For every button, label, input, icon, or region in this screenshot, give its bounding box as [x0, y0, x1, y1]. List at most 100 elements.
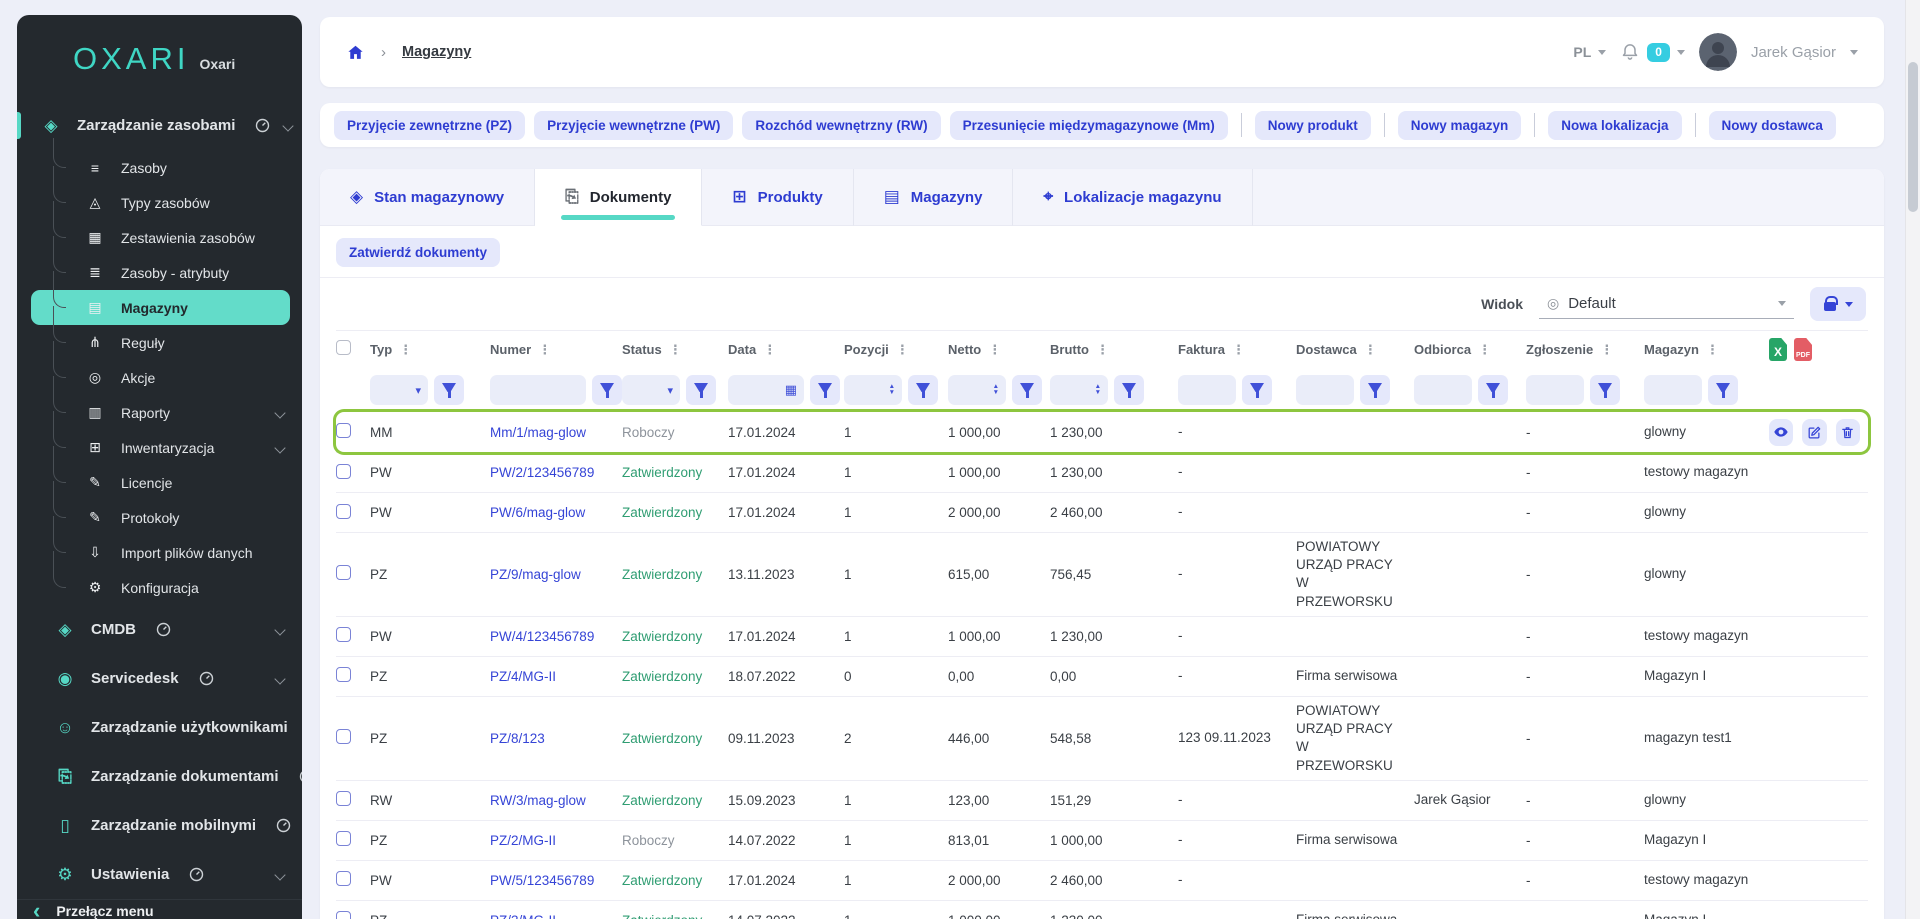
table-row[interactable]: PW PW/6/mag-glow Zatwierdzony 17.01.2024…	[336, 492, 1868, 532]
column-menu-icon[interactable]	[763, 342, 775, 358]
create-button[interactable]: Nowa lokalizacja	[1548, 110, 1682, 140]
table-row[interactable]: RW RW/3/mag-glow Zatwierdzony 15.09.2023…	[336, 779, 1868, 820]
cell-numer-link[interactable]: PZ/8/123	[490, 730, 545, 746]
filter-input[interactable]	[1526, 375, 1584, 405]
column-header[interactable]: Brutto	[1050, 342, 1178, 358]
sidebar-item[interactable]: ◈ CMDB	[31, 605, 292, 654]
table-row[interactable]: PW PW/5/123456789 Zatwierdzony 17.01.202…	[336, 859, 1868, 900]
filter-funnel-icon[interactable]	[1590, 375, 1620, 405]
create-button[interactable]: Nowy dostawca	[1708, 110, 1836, 140]
tab[interactable]: ⊞ Produkty	[702, 169, 854, 226]
sidebar-item[interactable]: ◉ Servicedesk	[31, 654, 292, 703]
row-checkbox[interactable]	[336, 871, 351, 887]
sidebar-item[interactable]: ▥ Raporty	[31, 383, 292, 433]
sidebar-item[interactable]: ≡ Zasoby	[31, 138, 292, 188]
column-menu-icon[interactable]	[1364, 342, 1376, 358]
document-type-button[interactable]: Przesunięcie międzymagazynowe (Mm)	[949, 110, 1228, 140]
sidebar-item[interactable]: ▤ Magazyny	[31, 278, 290, 328]
column-header[interactable]: Magazyn	[1644, 342, 1769, 358]
table-row[interactable]: PW PW/4/123456789 Zatwierdzony 17.01.202…	[336, 615, 1868, 656]
row-checkbox[interactable]	[336, 911, 351, 919]
column-menu-icon[interactable]	[1600, 342, 1612, 358]
view-select[interactable]: ◎ Default	[1539, 290, 1794, 319]
column-header[interactable]: Pozycji	[844, 342, 948, 358]
sidebar-item[interactable]: ⇩ Import plików danych	[31, 523, 292, 573]
notifications[interactable]: 0	[1620, 42, 1685, 62]
row-checkbox[interactable]	[336, 791, 351, 807]
table-row[interactable]: MM Mm/1/mag-glow Roboczy 17.01.2024 1 1 …	[336, 412, 1868, 452]
column-menu-icon[interactable]	[1096, 342, 1108, 358]
sidebar-item[interactable]: ◬ Typy zasobów	[31, 173, 292, 223]
filter-funnel-icon[interactable]	[908, 375, 938, 405]
sidebar-item[interactable]: ◈ Zarządzanie zasobami	[17, 101, 295, 150]
delete-row-button[interactable]	[1835, 418, 1860, 446]
export-excel-icon[interactable]: X	[1769, 338, 1787, 361]
filter-input[interactable]	[622, 375, 680, 405]
cell-numer-link[interactable]: PW/2/123456789	[490, 465, 595, 480]
row-checkbox[interactable]	[336, 503, 351, 519]
filter-funnel-icon[interactable]	[1242, 375, 1272, 405]
filter-input[interactable]	[1178, 375, 1236, 405]
avatar[interactable]	[1698, 33, 1737, 71]
user-name[interactable]: Jarek Gąsior	[1750, 43, 1836, 61]
table-row[interactable]: PZ PZ/9/mag-glow Zatwierdzony 13.11.2023…	[336, 532, 1868, 616]
filter-input[interactable]	[1050, 375, 1108, 405]
filter-funnel-icon[interactable]	[810, 375, 840, 405]
column-menu-icon[interactable]	[538, 342, 550, 358]
home-icon[interactable]	[346, 43, 365, 62]
export-pdf-icon[interactable]: PDF	[1794, 338, 1812, 361]
document-type-button[interactable]: Rozchód wewnętrzny (RW)	[742, 110, 941, 140]
breadcrumb-current[interactable]: Magazyny	[402, 44, 472, 60]
filter-funnel-icon[interactable]	[434, 375, 464, 405]
filter-funnel-icon[interactable]	[1012, 375, 1042, 405]
create-button[interactable]: Nowy produkt	[1254, 110, 1371, 140]
cell-numer-link[interactable]: PZ/4/MG-II	[490, 668, 557, 684]
filter-input[interactable]	[1644, 375, 1702, 405]
sidebar-item[interactable]: ⚙ Konfiguracja	[31, 558, 292, 605]
row-checkbox[interactable]	[336, 667, 351, 683]
table-row[interactable]: PZ PZ/8/123 Zatwierdzony 09.11.2023 2 44…	[336, 695, 1868, 780]
tab[interactable]: ⎘ Dokumenty	[535, 169, 703, 226]
column-header[interactable]: Dostawca	[1296, 342, 1414, 358]
column-header[interactable]: Typ	[370, 342, 490, 358]
filter-funnel-icon[interactable]	[1360, 375, 1390, 405]
tab[interactable]: ▤ Magazyny	[853, 169, 1014, 226]
filter-input[interactable]	[1414, 375, 1472, 405]
tab[interactable]: ◈ Stan magazynowy	[320, 169, 536, 226]
table-row[interactable]: PZ PZ/4/MG-II Zatwierdzony 18.07.2022 0 …	[336, 655, 1868, 696]
cell-numer-link[interactable]: PW/4/123456789	[490, 628, 595, 644]
chevron-down-icon[interactable]	[1850, 49, 1858, 55]
sidebar-item[interactable]: ▯ Zarządzanie mobilnymi	[31, 801, 292, 850]
column-header[interactable]: Netto	[948, 342, 1050, 358]
view-row-button[interactable]	[1769, 418, 1794, 446]
sidebar-collapse-toggle[interactable]: ‹ Przełącz menu	[17, 899, 302, 919]
cell-numer-link[interactable]: PZ/3/MG-II	[490, 913, 622, 919]
edit-row-button[interactable]	[1802, 418, 1827, 446]
sidebar-item[interactable]: ✎ Protokoły	[31, 488, 292, 538]
filter-input[interactable]	[948, 375, 1006, 405]
column-menu-icon[interactable]	[399, 342, 411, 358]
column-menu-icon[interactable]	[669, 342, 681, 358]
column-menu-icon[interactable]	[988, 342, 1000, 358]
create-button[interactable]: Nowy magazyn	[1397, 110, 1522, 140]
sidebar-item[interactable]: ✎ Licencje	[31, 453, 292, 503]
filter-funnel-icon[interactable]	[686, 375, 716, 405]
sidebar-item[interactable]: ▦ Zestawienia zasobów	[31, 208, 292, 258]
cell-numer-link[interactable]: PW/6/mag-glow	[490, 505, 586, 520]
sidebar-item[interactable]: ☺ Zarządzanie użytkownikami	[31, 703, 292, 752]
sidebar-item[interactable]: ⎘ Zarządzanie dokumentami	[31, 752, 302, 801]
cell-numer-link[interactable]: PW/5/123456789	[490, 872, 595, 888]
column-menu-icon[interactable]	[1232, 342, 1244, 358]
table-row[interactable]: PZ PZ/3/MG-II Zatwierdzony 14.07.2022 1 …	[336, 899, 1868, 919]
column-header[interactable]: Numer	[490, 342, 622, 358]
column-menu-icon[interactable]	[1478, 342, 1490, 358]
cell-numer-link[interactable]: RW/3/mag-glow	[490, 792, 586, 808]
view-lock-button[interactable]	[1810, 287, 1866, 321]
language-selector[interactable]: PL	[1573, 44, 1607, 60]
column-header[interactable]: Zgłoszenie	[1526, 342, 1644, 358]
row-checkbox[interactable]	[336, 627, 351, 643]
column-menu-icon[interactable]	[1706, 342, 1718, 358]
filter-input[interactable]	[1296, 375, 1354, 405]
column-header[interactable]: Odbiorca	[1414, 342, 1526, 358]
column-header[interactable]: Data	[728, 342, 844, 358]
